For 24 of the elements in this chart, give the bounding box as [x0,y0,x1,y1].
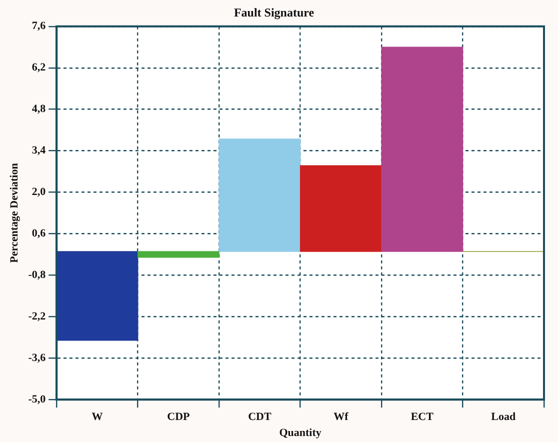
y-tick-label: -5,0 [28,393,46,406]
x-tick-label: Wf [334,411,349,424]
y-tick-label: 3,4 [32,144,46,157]
y-tick-label: -2,2 [28,310,46,323]
bar [300,165,382,252]
bar [56,251,138,341]
x-tick-label: Load [491,411,516,424]
x-tick-label: CDT [248,411,272,424]
x-axis-title: Quantity [279,427,322,440]
y-tick-label: -0,8 [28,269,46,282]
bar [138,251,220,258]
x-tick-label: W [92,411,103,424]
y-tick-label: -3,6 [28,352,46,364]
bar [381,46,464,252]
y-tick-label: 6,2 [32,62,46,74]
y-tick-label: 2,0 [32,186,46,198]
bar [218,138,301,252]
y-tick-label: 7,6 [32,20,46,32]
y-tick-label: 4,8 [32,103,46,116]
x-tick-label: CDP [167,411,190,424]
x-tick-label: ECT [410,411,434,424]
y-tick-label: 0,6 [32,228,46,240]
chart-title: Fault Signature [234,5,315,20]
y-axis-title: Percentage Deviation [8,163,20,263]
